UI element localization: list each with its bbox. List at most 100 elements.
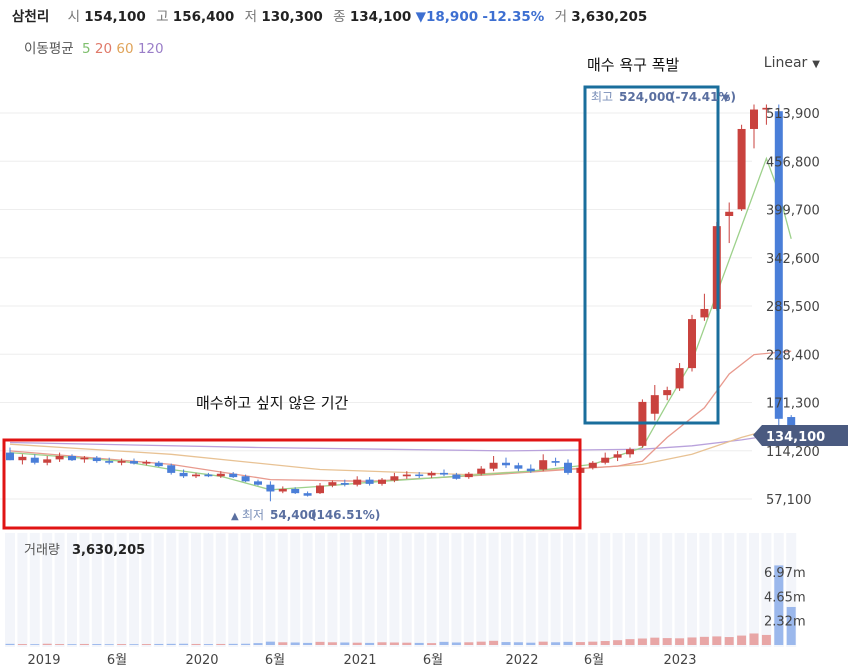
volume-column <box>54 533 65 647</box>
volume-column <box>538 533 549 647</box>
candle <box>353 476 362 487</box>
candle-body <box>266 484 275 492</box>
candle <box>737 124 746 211</box>
candle <box>130 458 138 465</box>
candle-body <box>464 473 473 478</box>
volume-bar <box>117 644 127 645</box>
high-marker-label: 최고 <box>591 90 613 104</box>
candle-body <box>737 128 746 210</box>
volume-panel-value: 3,630,205 <box>72 543 145 558</box>
candle <box>328 480 337 488</box>
volume-column <box>141 533 152 647</box>
candle <box>526 464 535 473</box>
candle-body <box>55 455 64 460</box>
candle <box>192 472 200 478</box>
high-marker-pct: (-74.41%) <box>670 90 736 104</box>
volume-bar <box>699 636 709 645</box>
volume-bar <box>551 642 561 645</box>
ma20-line <box>9 350 792 482</box>
volume-column <box>178 533 189 647</box>
candle-body <box>154 462 163 467</box>
candle <box>402 471 411 479</box>
volume-column <box>377 533 387 647</box>
volume-bar <box>575 642 585 645</box>
moving-average-legend[interactable]: 이동평균 5 20 60 120 <box>24 37 164 57</box>
volume-bar <box>241 643 251 645</box>
candle <box>489 455 498 472</box>
candle-body <box>30 457 39 463</box>
volume-column <box>277 533 288 647</box>
volume-column <box>339 533 350 647</box>
volume-bar <box>290 642 300 645</box>
candle <box>725 202 734 244</box>
volume-column <box>29 533 40 647</box>
volume-bar <box>278 642 288 645</box>
candle-body <box>551 461 560 463</box>
time-axis: 2019 6월 2020 6월 2021 6월 2022 6월 2023 <box>27 653 696 668</box>
volume-bar <box>774 565 784 645</box>
candle <box>167 463 176 475</box>
price-tick-label: 342,600 <box>766 252 820 267</box>
candle-body <box>626 449 634 455</box>
stock-name: 삼천리 <box>12 9 50 25</box>
low-label: 저 <box>244 9 258 25</box>
time-tick-label: 2023 <box>663 653 696 668</box>
volume-bar <box>154 643 164 645</box>
volume-bar <box>402 642 412 645</box>
volume-column <box>612 533 623 647</box>
volume-column <box>290 533 301 647</box>
volume-column <box>129 533 139 647</box>
volume-column <box>711 533 722 647</box>
candle-body <box>675 368 684 389</box>
candle <box>774 104 783 442</box>
volume-column <box>550 533 561 647</box>
candle-body <box>18 456 27 461</box>
no-buy-annotation: 매수하고 싶지 않은 기간 <box>196 394 349 412</box>
ma5-period: 5 <box>81 41 91 57</box>
volume-bar <box>526 642 536 645</box>
high-value: 156,400 <box>172 9 235 25</box>
close-label: 종 <box>333 9 346 25</box>
volume-bar <box>352 642 362 645</box>
volume-column <box>203 533 214 647</box>
volume-column <box>191 533 201 647</box>
candle <box>588 461 597 470</box>
current-price-tag: 134,100 <box>753 425 848 446</box>
candle-body <box>142 461 151 464</box>
candle <box>291 487 300 495</box>
candle-body <box>229 473 238 478</box>
change-arrow-icon: ▼ <box>415 9 427 25</box>
chevron-down-icon: ▼ <box>812 59 820 70</box>
scale-selector[interactable]: Linear ▼ <box>764 55 820 71</box>
candle <box>650 385 659 421</box>
volume-column <box>786 533 797 647</box>
volume-column <box>352 533 363 647</box>
volume-bar <box>637 638 647 645</box>
volume-tick-label: 2.32m <box>764 615 806 630</box>
volume-bar <box>216 643 226 645</box>
ma20-period: 20 <box>94 41 113 57</box>
candle <box>80 455 89 463</box>
candle <box>55 452 64 462</box>
change-value: 18,900 <box>426 9 479 25</box>
price-tick-label: 285,500 <box>766 300 820 315</box>
volume-label: 거 <box>554 9 567 25</box>
candles <box>6 104 796 502</box>
volume-bar <box>563 641 573 645</box>
volume-bar <box>687 637 697 645</box>
volume-bar <box>427 643 437 645</box>
volume-column <box>67 533 77 647</box>
candle-body <box>365 479 374 484</box>
price-tick-label: 57,100 <box>766 493 812 508</box>
price-tick-label: 399,700 <box>766 204 820 219</box>
price-axis: 513,900 456,800 399,700 342,600 285,500 228,4… <box>766 107 820 508</box>
candle-body <box>762 107 771 110</box>
candle <box>179 469 188 478</box>
low-marker-arrow-icon: ▲ <box>231 511 239 522</box>
candle-body <box>117 461 126 463</box>
candle <box>564 459 572 475</box>
candle <box>278 486 287 494</box>
volume-bar <box>5 643 15 645</box>
volume-value: 3,630,205 <box>571 9 648 25</box>
